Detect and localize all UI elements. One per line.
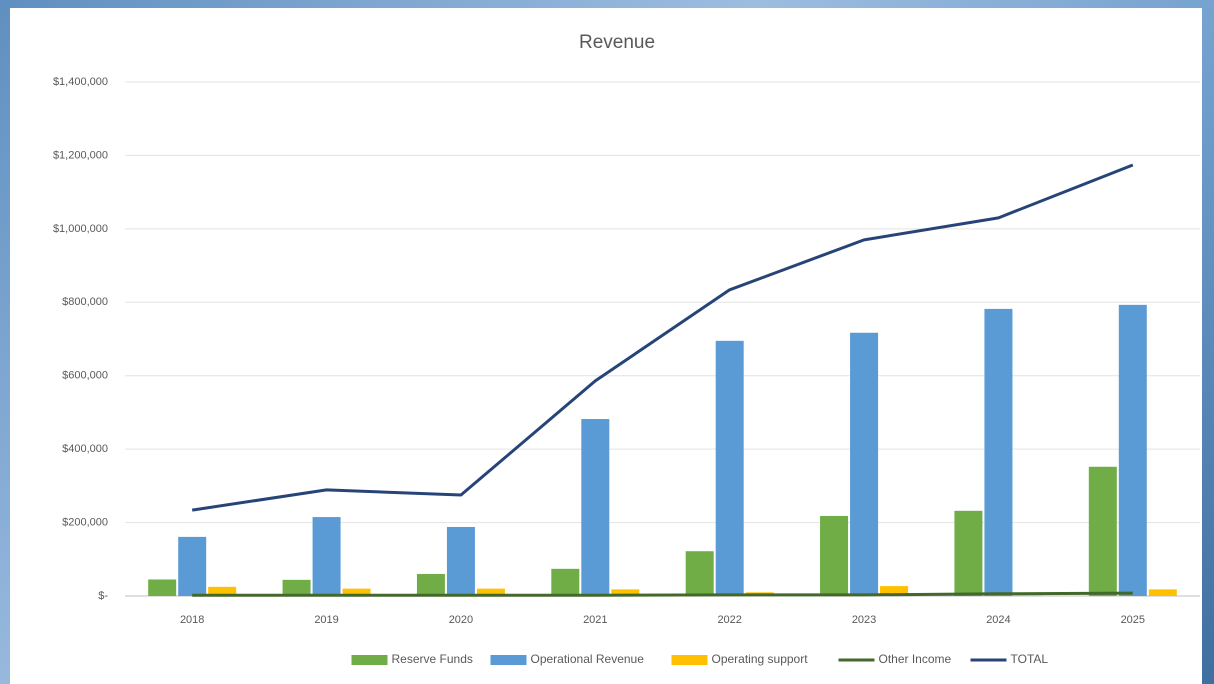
- y-tick-label: $800,000: [62, 296, 108, 308]
- bar: [685, 551, 714, 596]
- bar: [581, 419, 610, 596]
- bar: [715, 340, 744, 596]
- chart-title: Revenue: [579, 32, 655, 53]
- y-tick-label: $1,200,000: [53, 149, 108, 161]
- bar: [551, 568, 580, 596]
- y-tick-label: $200,000: [62, 516, 108, 528]
- bar: [476, 588, 505, 596]
- line: [191, 163, 1134, 512]
- bar: [611, 589, 640, 596]
- legend-swatch: [490, 655, 527, 665]
- x-tick-label: 2023: [852, 614, 876, 626]
- legend-swatch: [671, 655, 708, 665]
- bar: [148, 579, 177, 596]
- legend-label: Reserve Funds: [392, 652, 473, 666]
- legend-label: TOTAL: [1011, 652, 1049, 666]
- bar: [984, 308, 1013, 596]
- y-tick-label: $-: [98, 590, 108, 602]
- x-tick-label: 2020: [449, 614, 473, 626]
- legend-label: Operating support: [712, 652, 809, 666]
- bar: [312, 517, 341, 596]
- bar: [850, 332, 879, 596]
- bar: [954, 510, 983, 596]
- y-tick-label: $600,000: [62, 370, 108, 382]
- x-tick-label: 2024: [986, 614, 1010, 626]
- bar: [342, 588, 371, 596]
- y-tick-label: $400,000: [62, 443, 108, 455]
- y-tick-label: $1,400,000: [53, 76, 108, 88]
- bar: [880, 586, 909, 596]
- x-tick-label: 2018: [180, 614, 204, 626]
- bar: [1118, 304, 1147, 596]
- bar: [416, 573, 445, 596]
- legend-label: Other Income: [879, 652, 952, 666]
- x-tick-label: 2022: [717, 614, 741, 626]
- bar: [820, 515, 849, 596]
- bar: [282, 579, 311, 596]
- x-tick-label: 2021: [583, 614, 607, 626]
- bar: [1088, 466, 1117, 596]
- legend-label: Operational Revenue: [531, 652, 645, 666]
- x-tick-label: 2019: [314, 614, 338, 626]
- bar: [446, 526, 475, 596]
- legend-swatch: [351, 655, 388, 665]
- line: [192, 591, 1133, 597]
- bar: [1148, 589, 1177, 596]
- x-tick-label: 2025: [1121, 614, 1145, 626]
- bar: [1014, 595, 1043, 596]
- bar: [208, 586, 237, 596]
- y-tick-label: $1,000,000: [53, 223, 108, 235]
- bar: [178, 536, 207, 596]
